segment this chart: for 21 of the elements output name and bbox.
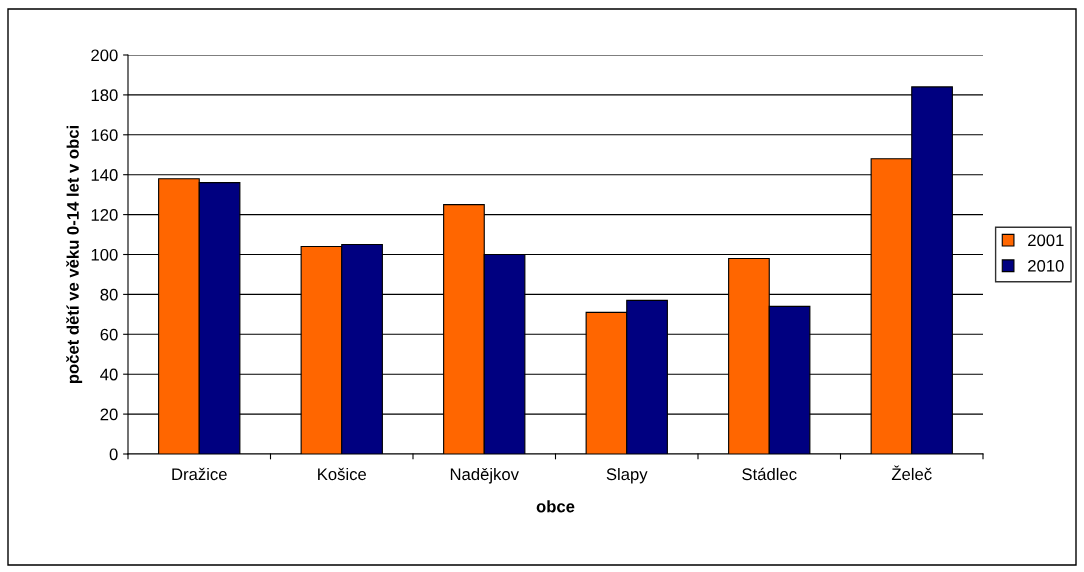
x-tick-label: Košice (318, 467, 367, 481)
y-tick-label: 0 (109, 448, 118, 461)
y-tick-label: 20 (100, 408, 118, 421)
y-tick-label: 80 (100, 288, 118, 301)
x-tick-label: Nadějkov (450, 467, 519, 484)
y-tick-label: 100 (91, 248, 118, 261)
x-tick-label: Dražice (172, 467, 227, 481)
y-tick-label: 140 (91, 169, 118, 181)
legend-label: 2001 (1028, 234, 1064, 247)
legend-label: 2010 (1028, 259, 1064, 272)
y-tick-label: 60 (100, 328, 118, 341)
x-tick-label: Slapy (606, 467, 648, 484)
x-axis-title: obce (536, 500, 575, 513)
y-tick-label: 160 (91, 129, 118, 141)
y-axis-title: počet dětí ve věku 0-14 let v obci (66, 125, 83, 384)
x-tick-label: Želeč (891, 465, 932, 481)
x-tick-label: Stádlec (742, 467, 797, 481)
y-tick-label: 200 (91, 49, 118, 62)
y-tick-label: 120 (91, 209, 118, 221)
y-tick-label: 180 (91, 89, 118, 102)
y-tick-label: 40 (100, 368, 118, 381)
